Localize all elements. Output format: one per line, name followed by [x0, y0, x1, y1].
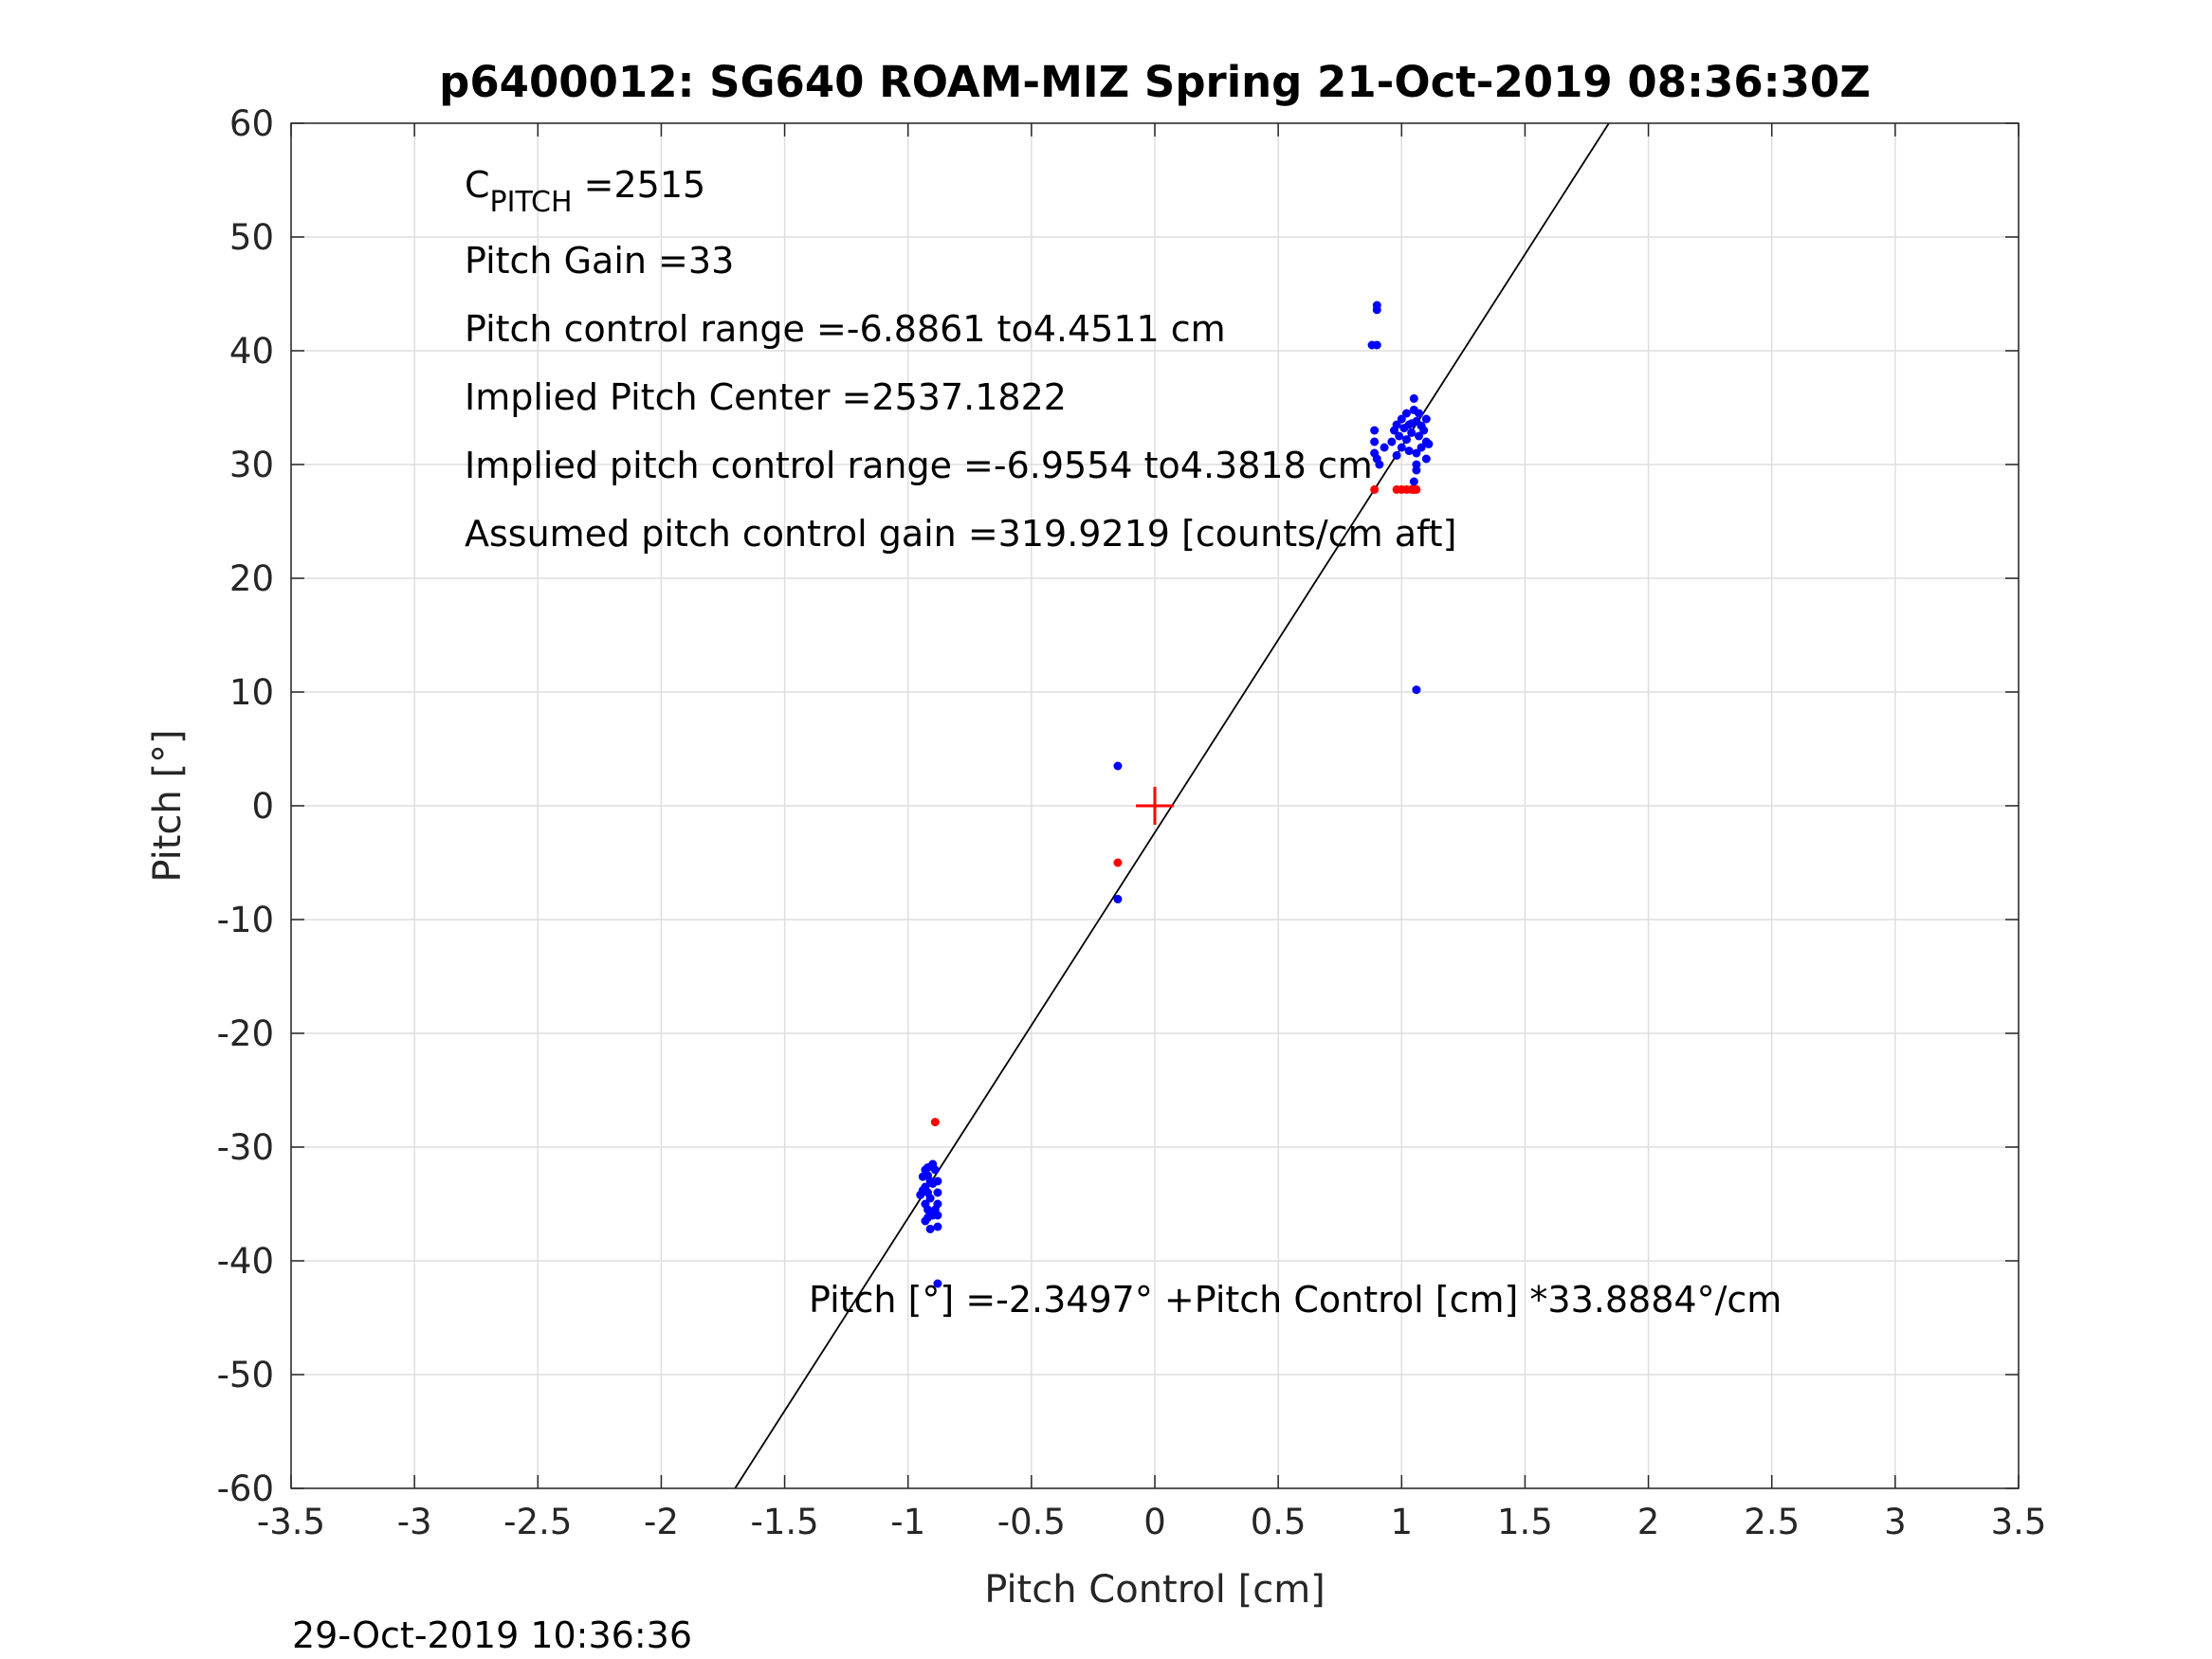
y-tick-label: 60 — [229, 103, 274, 144]
data-point — [1415, 431, 1424, 441]
y-tick-label: 30 — [229, 445, 274, 485]
fit-equation-annotation: Pitch [°] =-2.3497° +Pitch Control [cm] … — [809, 1279, 1782, 1321]
y-tick-label: -20 — [217, 1013, 274, 1054]
y-tick-labels: -60 -50 -40 -30 -20 -10 0 10 20 30 40 50 60 — [217, 103, 274, 1509]
c-pitch-value: =2515 — [573, 164, 706, 206]
data-point — [933, 1222, 942, 1231]
data-point — [1421, 414, 1431, 424]
data-point — [1392, 420, 1401, 429]
implied-pitch-center-annotation: Implied Pitch Center =2537.1822 — [465, 376, 1067, 418]
data-point — [1412, 685, 1421, 695]
data-point — [923, 1205, 933, 1214]
c-pitch-subscript: PITCH — [490, 186, 573, 219]
data-point — [1424, 439, 1434, 448]
data-point — [1113, 858, 1123, 867]
y-tick-label: -30 — [217, 1127, 274, 1168]
data-point — [930, 1118, 940, 1127]
data-point — [928, 1178, 938, 1188]
center-marker — [1136, 787, 1174, 825]
data-point — [1370, 426, 1380, 435]
data-point — [1401, 435, 1411, 445]
data-point — [1395, 431, 1404, 441]
x-tick-label: 3 — [1884, 1502, 1907, 1542]
y-axis-label: Pitch [°] — [146, 729, 190, 882]
data-point — [1412, 448, 1421, 458]
footer-timestamp: 29-Oct-2019 10:36:36 — [292, 1614, 692, 1656]
y-tick-label: 10 — [229, 672, 274, 713]
data-point — [1417, 443, 1426, 452]
data-point — [1370, 484, 1380, 494]
data-point — [1397, 443, 1406, 452]
x-tick-label: -1.5 — [750, 1502, 818, 1542]
x-tick-label: -2 — [644, 1502, 679, 1542]
data-point — [916, 1190, 925, 1199]
c-pitch-annotation: CPITCH =2515 — [465, 164, 705, 219]
x-tick-label: 0.5 — [1251, 1502, 1307, 1542]
data-point — [1380, 443, 1389, 452]
data-point — [1417, 421, 1426, 430]
x-axis-label: Pitch Control [cm] — [984, 1568, 1325, 1612]
data-point — [1409, 393, 1418, 403]
data-point — [925, 1224, 935, 1233]
data-point — [1372, 305, 1381, 315]
x-tick-label: -3.5 — [257, 1502, 325, 1542]
data-point — [1387, 437, 1397, 447]
axes-box — [290, 122, 2020, 1489]
y-tick-label: 50 — [229, 217, 274, 258]
y-tick-label: -60 — [217, 1468, 274, 1509]
data-point — [1404, 447, 1414, 456]
chart-title: p6400012: SG640 ROAM-MIZ Spring 21-Oct-2… — [439, 57, 1871, 107]
data-point — [933, 1188, 942, 1197]
data-point — [1409, 477, 1418, 486]
data-point — [1407, 428, 1417, 437]
data-point — [1415, 409, 1424, 418]
y-tick-label: 20 — [229, 558, 274, 599]
y-tick-label: 0 — [251, 786, 274, 827]
x-tick-label: 1 — [1391, 1502, 1414, 1542]
x-tick-label: 0 — [1143, 1502, 1166, 1542]
data-point — [1407, 419, 1417, 428]
data-point — [1372, 340, 1381, 350]
data-point — [1401, 409, 1411, 418]
x-tick-labels: -3.5 -3 -2.5 -2 -1.5 -1 -0.5 0 0.5 1 1.5 2 2.5 3 3.5 — [257, 1502, 2047, 1542]
assumed-gain-annotation: Assumed pitch control gain =319.9219 [co… — [465, 513, 1456, 555]
x-tick-label: 2.5 — [1744, 1502, 1800, 1542]
data-point — [918, 1172, 927, 1181]
pitch-gain-annotation: Pitch Gain =33 — [465, 240, 734, 282]
data-point — [1113, 761, 1123, 771]
data-point — [1412, 465, 1421, 475]
data-point — [933, 1279, 942, 1288]
data-point — [930, 1205, 940, 1214]
x-tick-label: 1.5 — [1497, 1502, 1553, 1542]
c-pitch-letter: C — [465, 164, 490, 206]
pitch-control-range-annotation: Pitch control range =-6.8861 to4.4511 cm — [465, 308, 1226, 350]
data-point — [923, 1163, 933, 1173]
data-point — [925, 1194, 935, 1203]
data-point — [1412, 484, 1421, 494]
y-tick-label: -40 — [217, 1241, 274, 1282]
y-tick-label: -50 — [217, 1355, 274, 1395]
data-point — [1392, 450, 1401, 460]
y-tick-label: -10 — [217, 900, 274, 940]
x-tick-label: 3.5 — [1991, 1502, 2047, 1542]
data-point — [1397, 414, 1406, 424]
implied-pitch-control-range-annotation: Implied pitch control range =-6.9554 to4… — [465, 445, 1373, 486]
data-point — [1421, 454, 1431, 464]
data-point — [923, 1212, 933, 1222]
data-point — [1370, 437, 1380, 447]
x-tick-label: 2 — [1637, 1502, 1660, 1542]
y-tick-label: 40 — [229, 331, 274, 372]
x-tick-label: -3 — [397, 1502, 432, 1542]
data-points — [916, 301, 1434, 1288]
x-tick-label: -1 — [890, 1502, 925, 1542]
x-tick-label: -0.5 — [997, 1502, 1066, 1542]
data-point — [1375, 460, 1384, 469]
data-point — [1113, 894, 1123, 903]
x-tick-label: -2.5 — [503, 1502, 572, 1542]
